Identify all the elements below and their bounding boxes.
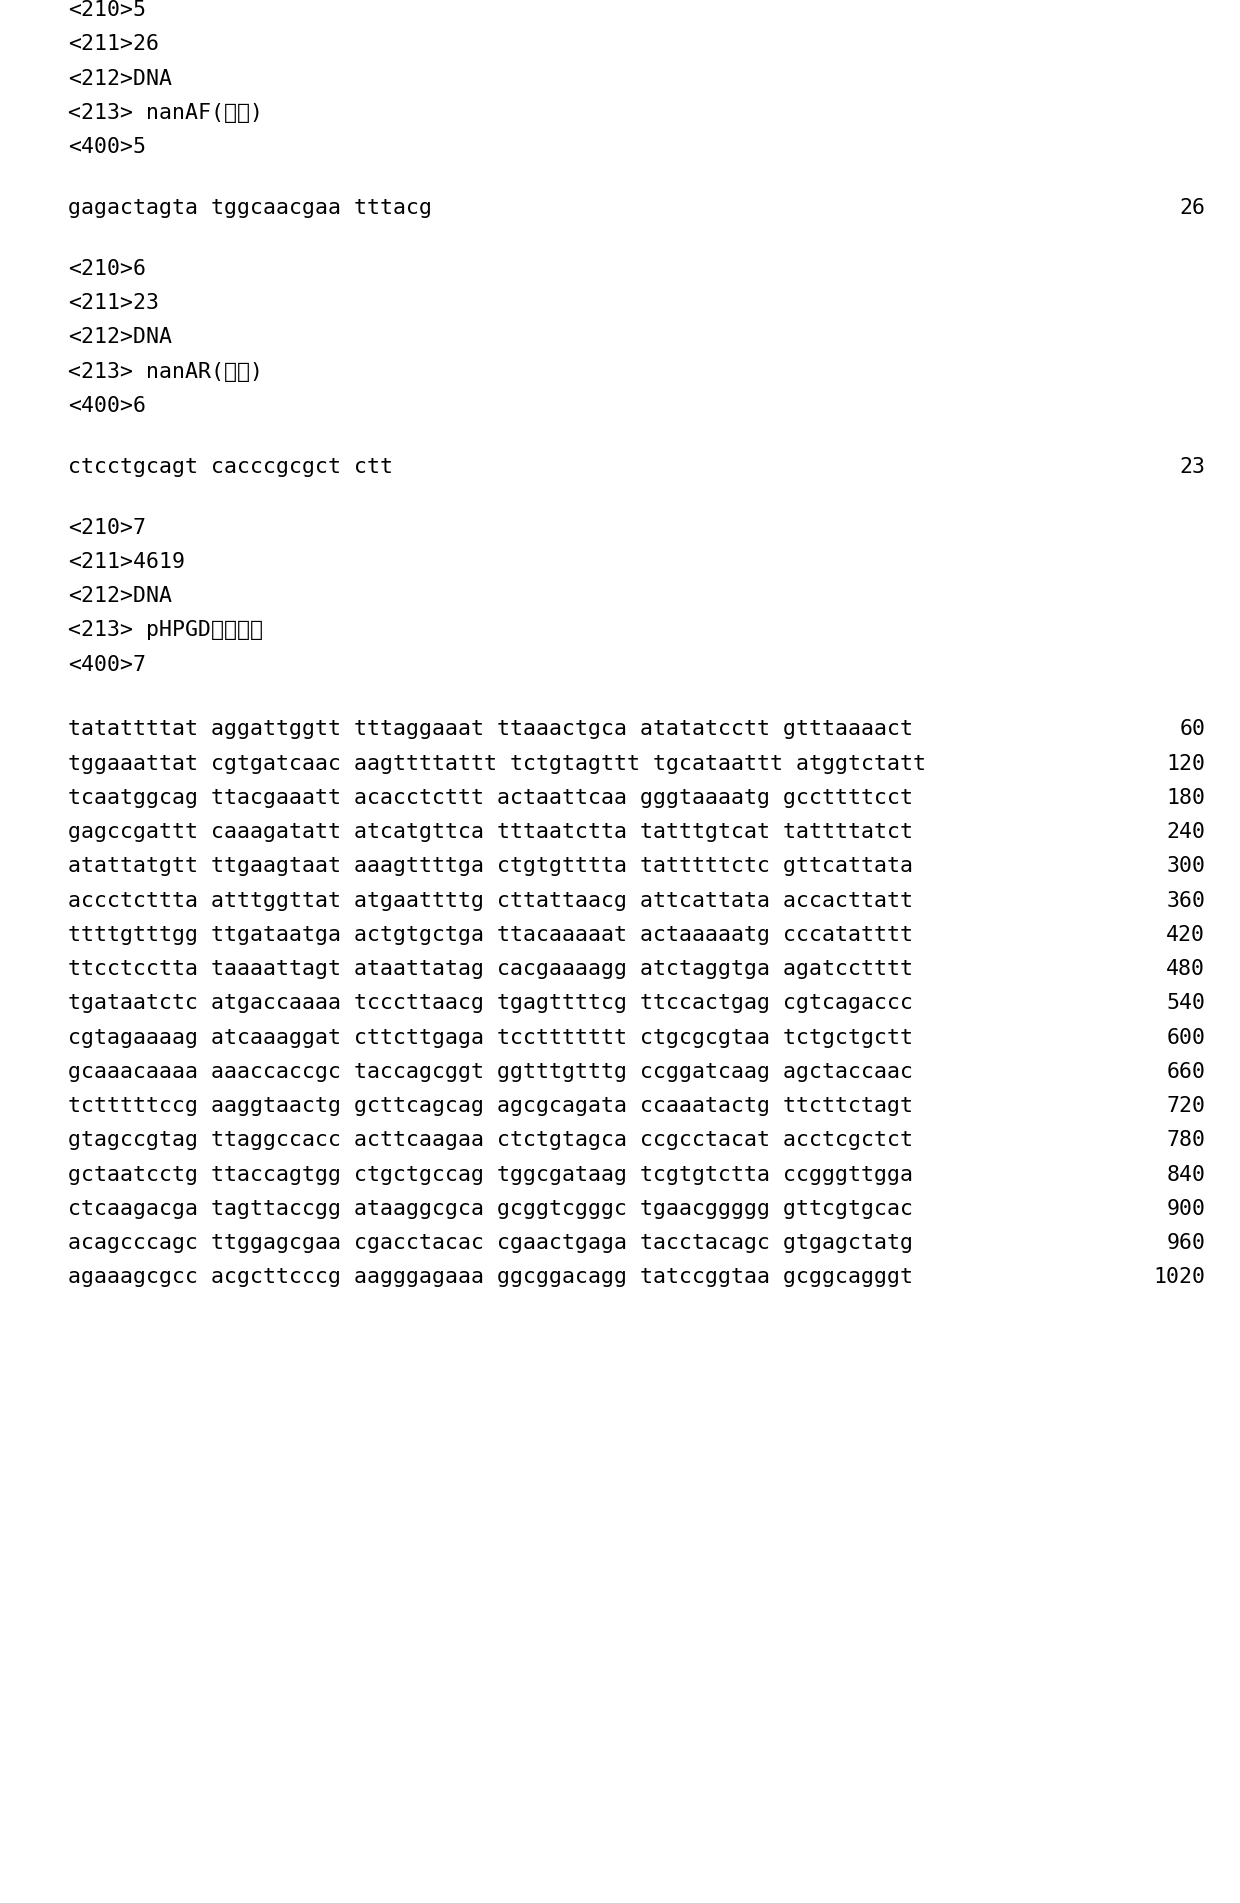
Text: <212>DNA: <212>DNA <box>68 586 172 607</box>
Text: <212>DNA: <212>DNA <box>68 69 172 89</box>
Text: tcaatggcag ttacgaaatt acacctcttt actaattcaa gggtaaaatg gccttttcct: tcaatggcag ttacgaaatt acacctcttt actaatt… <box>68 788 913 809</box>
Text: 1020: 1020 <box>1153 1267 1205 1288</box>
Text: 780: 780 <box>1167 1130 1205 1151</box>
Text: <400>5: <400>5 <box>68 137 146 158</box>
Text: <211>4619: <211>4619 <box>68 552 185 573</box>
Text: cgtagaaaag atcaaaggat cttcttgaga tccttttttt ctgcgcgtaa tctgctgctt: cgtagaaaag atcaaaggat cttcttgaga tcctttt… <box>68 1028 913 1049</box>
Text: 720: 720 <box>1167 1096 1205 1117</box>
Text: 23: 23 <box>1179 457 1205 478</box>
Text: <213> pHPGD（质粒）: <213> pHPGD（质粒） <box>68 620 263 641</box>
Text: gagccgattt caaagatatt atcatgttca tttaatctta tatttgtcat tattttatct: gagccgattt caaagatatt atcatgttca tttaatc… <box>68 822 913 843</box>
Text: 840: 840 <box>1167 1165 1205 1186</box>
Text: ctcctgcagt cacccgcgct ctt: ctcctgcagt cacccgcgct ctt <box>68 457 393 478</box>
Text: 120: 120 <box>1167 754 1205 775</box>
Text: accctcttta atttggttat atgaattttg cttattaacg attcattata accacttatt: accctcttta atttggttat atgaattttg cttatta… <box>68 891 913 912</box>
Text: 900: 900 <box>1167 1199 1205 1220</box>
Text: <211>26: <211>26 <box>68 34 159 55</box>
Text: 60: 60 <box>1179 719 1205 740</box>
Text: tctttttccg aaggtaactg gcttcagcag agcgcagata ccaaatactg ttcttctagt: tctttttccg aaggtaactg gcttcagcag agcgcag… <box>68 1096 913 1117</box>
Text: acagcccagc ttggagcgaa cgacctacac cgaactgaga tacctacagc gtgagctatg: acagcccagc ttggagcgaa cgacctacac cgaactg… <box>68 1233 913 1254</box>
Text: agaaagcgcc acgcttcccg aagggagaaa ggcggacagg tatccggtaa gcggcagggt: agaaagcgcc acgcttcccg aagggagaaa ggcggac… <box>68 1267 913 1288</box>
Text: 180: 180 <box>1167 788 1205 809</box>
Text: 420: 420 <box>1167 925 1205 946</box>
Text: tatattttat aggattggtt tttaggaaat ttaaactgca atatatcctt gtttaaaact: tatattttat aggattggtt tttaggaaat ttaaact… <box>68 719 913 740</box>
Text: <213> nanAF(引物): <213> nanAF(引物) <box>68 103 263 124</box>
Text: <213> nanAR(引物): <213> nanAR(引物) <box>68 362 263 383</box>
Text: gctaatcctg ttaccagtgg ctgctgccag tggcgataag tcgtgtctta ccgggttgga: gctaatcctg ttaccagtgg ctgctgccag tggcgat… <box>68 1165 913 1186</box>
Text: ttttgtttgg ttgataatga actgtgctga ttacaaaaat actaaaaatg cccatatttt: ttttgtttgg ttgataatga actgtgctga ttacaaa… <box>68 925 913 946</box>
Text: gtagccgtag ttaggccacc acttcaagaa ctctgtagca ccgcctacat acctcgctct: gtagccgtag ttaggccacc acttcaagaa ctctgta… <box>68 1130 913 1151</box>
Text: <210>6: <210>6 <box>68 259 146 280</box>
Text: tgataatctc atgaccaaaa tcccttaacg tgagttttcg ttccactgag cgtcagaccc: tgataatctc atgaccaaaa tcccttaacg tgagttt… <box>68 993 913 1014</box>
Text: <212>DNA: <212>DNA <box>68 327 172 348</box>
Text: 540: 540 <box>1167 993 1205 1014</box>
Text: 26: 26 <box>1179 198 1205 219</box>
Text: <400>6: <400>6 <box>68 396 146 417</box>
Text: 360: 360 <box>1167 891 1205 912</box>
Text: 600: 600 <box>1167 1028 1205 1049</box>
Text: atattatgtt ttgaagtaat aaagttttga ctgtgtttta tatttttctc gttcattata: atattatgtt ttgaagtaat aaagttttga ctgtgtt… <box>68 856 913 877</box>
Text: <210>7: <210>7 <box>68 518 146 539</box>
Text: 480: 480 <box>1167 959 1205 980</box>
Text: tggaaattat cgtgatcaac aagttttattt tctgtagttt tgcataattt atggtctatt: tggaaattat cgtgatcaac aagttttattt tctgta… <box>68 754 926 775</box>
Text: 240: 240 <box>1167 822 1205 843</box>
Text: 300: 300 <box>1167 856 1205 877</box>
Text: ttcctcctta taaaattagt ataattatag cacgaaaagg atctaggtga agatcctttt: ttcctcctta taaaattagt ataattatag cacgaaa… <box>68 959 913 980</box>
Text: <210>5: <210>5 <box>68 0 146 21</box>
Text: gcaaacaaaa aaaccaccgc taccagcggt ggtttgtttg ccggatcaag agctaccaac: gcaaacaaaa aaaccaccgc taccagcggt ggtttgt… <box>68 1062 913 1083</box>
Text: <400>7: <400>7 <box>68 655 146 676</box>
Text: gagactagta tggcaacgaa tttacg: gagactagta tggcaacgaa tttacg <box>68 198 433 219</box>
Text: 960: 960 <box>1167 1233 1205 1254</box>
Text: ctcaagacga tagttaccgg ataaggcgca gcggtcgggc tgaacggggg gttcgtgcac: ctcaagacga tagttaccgg ataaggcgca gcggtcg… <box>68 1199 913 1220</box>
Text: 660: 660 <box>1167 1062 1205 1083</box>
Text: <211>23: <211>23 <box>68 293 159 314</box>
